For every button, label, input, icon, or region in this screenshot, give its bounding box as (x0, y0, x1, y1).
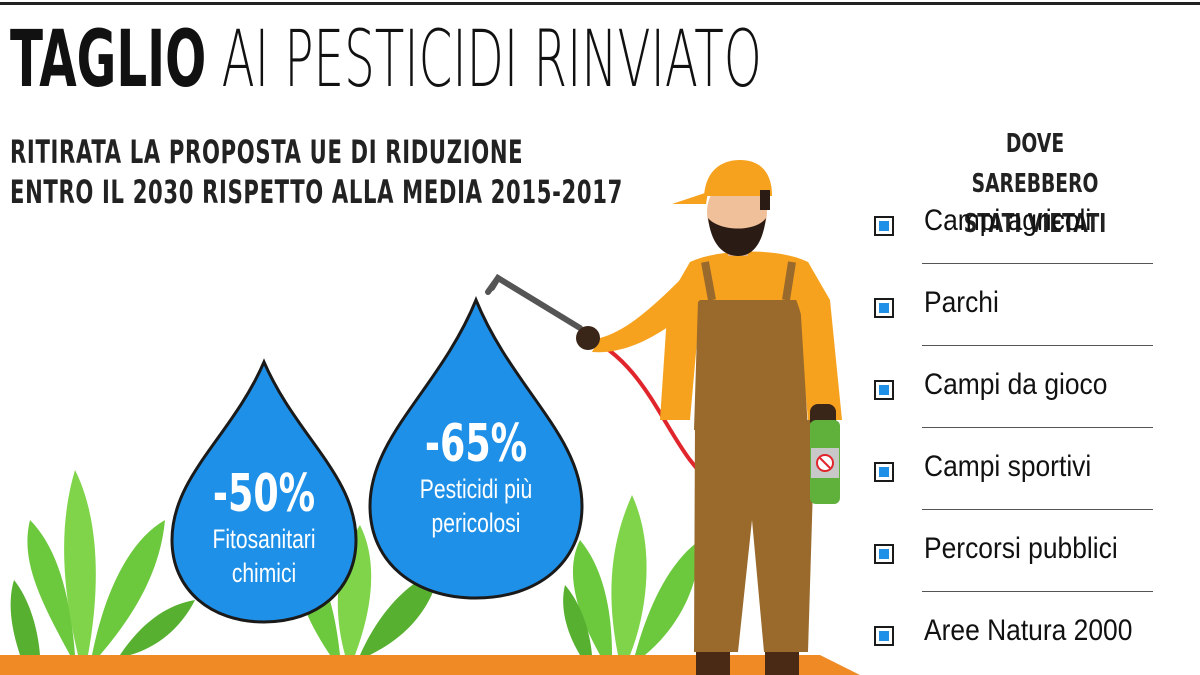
subtitle-line-2: ENTRO IL 2030 RISPETTO ALLA MEDIA 2015-2… (10, 173, 623, 211)
drop-2-label-line-1: Pesticidi più (419, 474, 533, 504)
beard (708, 218, 766, 256)
list-item: Campi da gioco (872, 346, 1177, 428)
sidebar-heading-line-2: STATI VIETATI (963, 209, 1107, 239)
title-bold: TAGLIO (10, 15, 207, 105)
page-title: TAGLIO AI PESTICIDI RINVIATO (10, 10, 762, 110)
sprayer-wand (485, 273, 583, 331)
top-rule (0, 2, 1200, 5)
sprayer-bottle-icon (810, 420, 840, 504)
arm-left (592, 270, 700, 353)
plant-icon-left (10, 470, 195, 655)
cap (704, 160, 772, 196)
divider (922, 427, 1153, 428)
checkbox-icon (874, 298, 894, 318)
ground (0, 655, 860, 675)
drop-2-label-line-2: pericolosi (431, 508, 521, 538)
list-item-label: Aree Natura 2000 (924, 614, 1133, 647)
plant-icon-right (563, 495, 700, 655)
glove-left (576, 326, 600, 350)
list-item-label: Percorsi pubblici (924, 532, 1118, 565)
divider (922, 345, 1153, 346)
checkbox-icon (874, 626, 894, 646)
sidebar-heading-line-1: DOVE SAREBBERO (971, 129, 1099, 199)
title-rest: AI PESTICIDI RINVIATO (221, 15, 762, 105)
list-item: Campi sportivi (872, 428, 1177, 510)
sidebar-heading: DOVE SAREBBERO STATI VIETATI (941, 124, 1128, 244)
banned-places-list: Campi agricoli Parchi Campi da gioco Cam… (872, 182, 1177, 674)
list-item-label: Campi sportivi (924, 450, 1092, 483)
drop-1-label-line-2: chimici (231, 558, 297, 588)
list-item: Aree Natura 2000 (872, 592, 1177, 674)
drop-1-label-line-1: Fitosanitari (212, 524, 316, 554)
checkbox-icon (874, 544, 894, 564)
divider (922, 263, 1153, 264)
list-item: Percorsi pubblici (872, 510, 1177, 592)
boot-right (765, 648, 799, 675)
cap-brim (672, 192, 708, 204)
checkbox-icon (874, 462, 894, 482)
drop-2-text: -65% Pesticidi più pericolosi (378, 416, 574, 540)
list-item-label: Parchi (924, 286, 999, 319)
water-drop-icon-1 (170, 358, 358, 624)
subtitle: RITIRATA LA PROPOSTA UE DI RIDUZIONE ENT… (10, 132, 623, 212)
overall-bib (694, 300, 808, 430)
list-item-label: Campi da gioco (924, 368, 1108, 401)
checkbox-icon (874, 380, 894, 400)
drop-1-value: -50% (212, 464, 316, 524)
drop-2-value: -65% (424, 414, 528, 474)
divider (922, 591, 1153, 592)
boot-left (696, 648, 730, 675)
drop-1-text: -50% Fitosanitari chimici (174, 466, 354, 590)
list-item-label: Campi agricoli (924, 204, 1092, 237)
arm-right (792, 262, 834, 410)
subtitle-line-1: RITIRATA LA PROPOSTA UE DI RIDUZIONE (10, 133, 524, 171)
overall-legs (694, 420, 815, 652)
list-item: Parchi (872, 264, 1177, 346)
checkbox-icon (874, 216, 894, 236)
divider (922, 509, 1153, 510)
worker-illustration (576, 160, 842, 675)
water-drop-icon-2 (368, 296, 584, 600)
list-item: Campi agricoli (872, 182, 1177, 264)
